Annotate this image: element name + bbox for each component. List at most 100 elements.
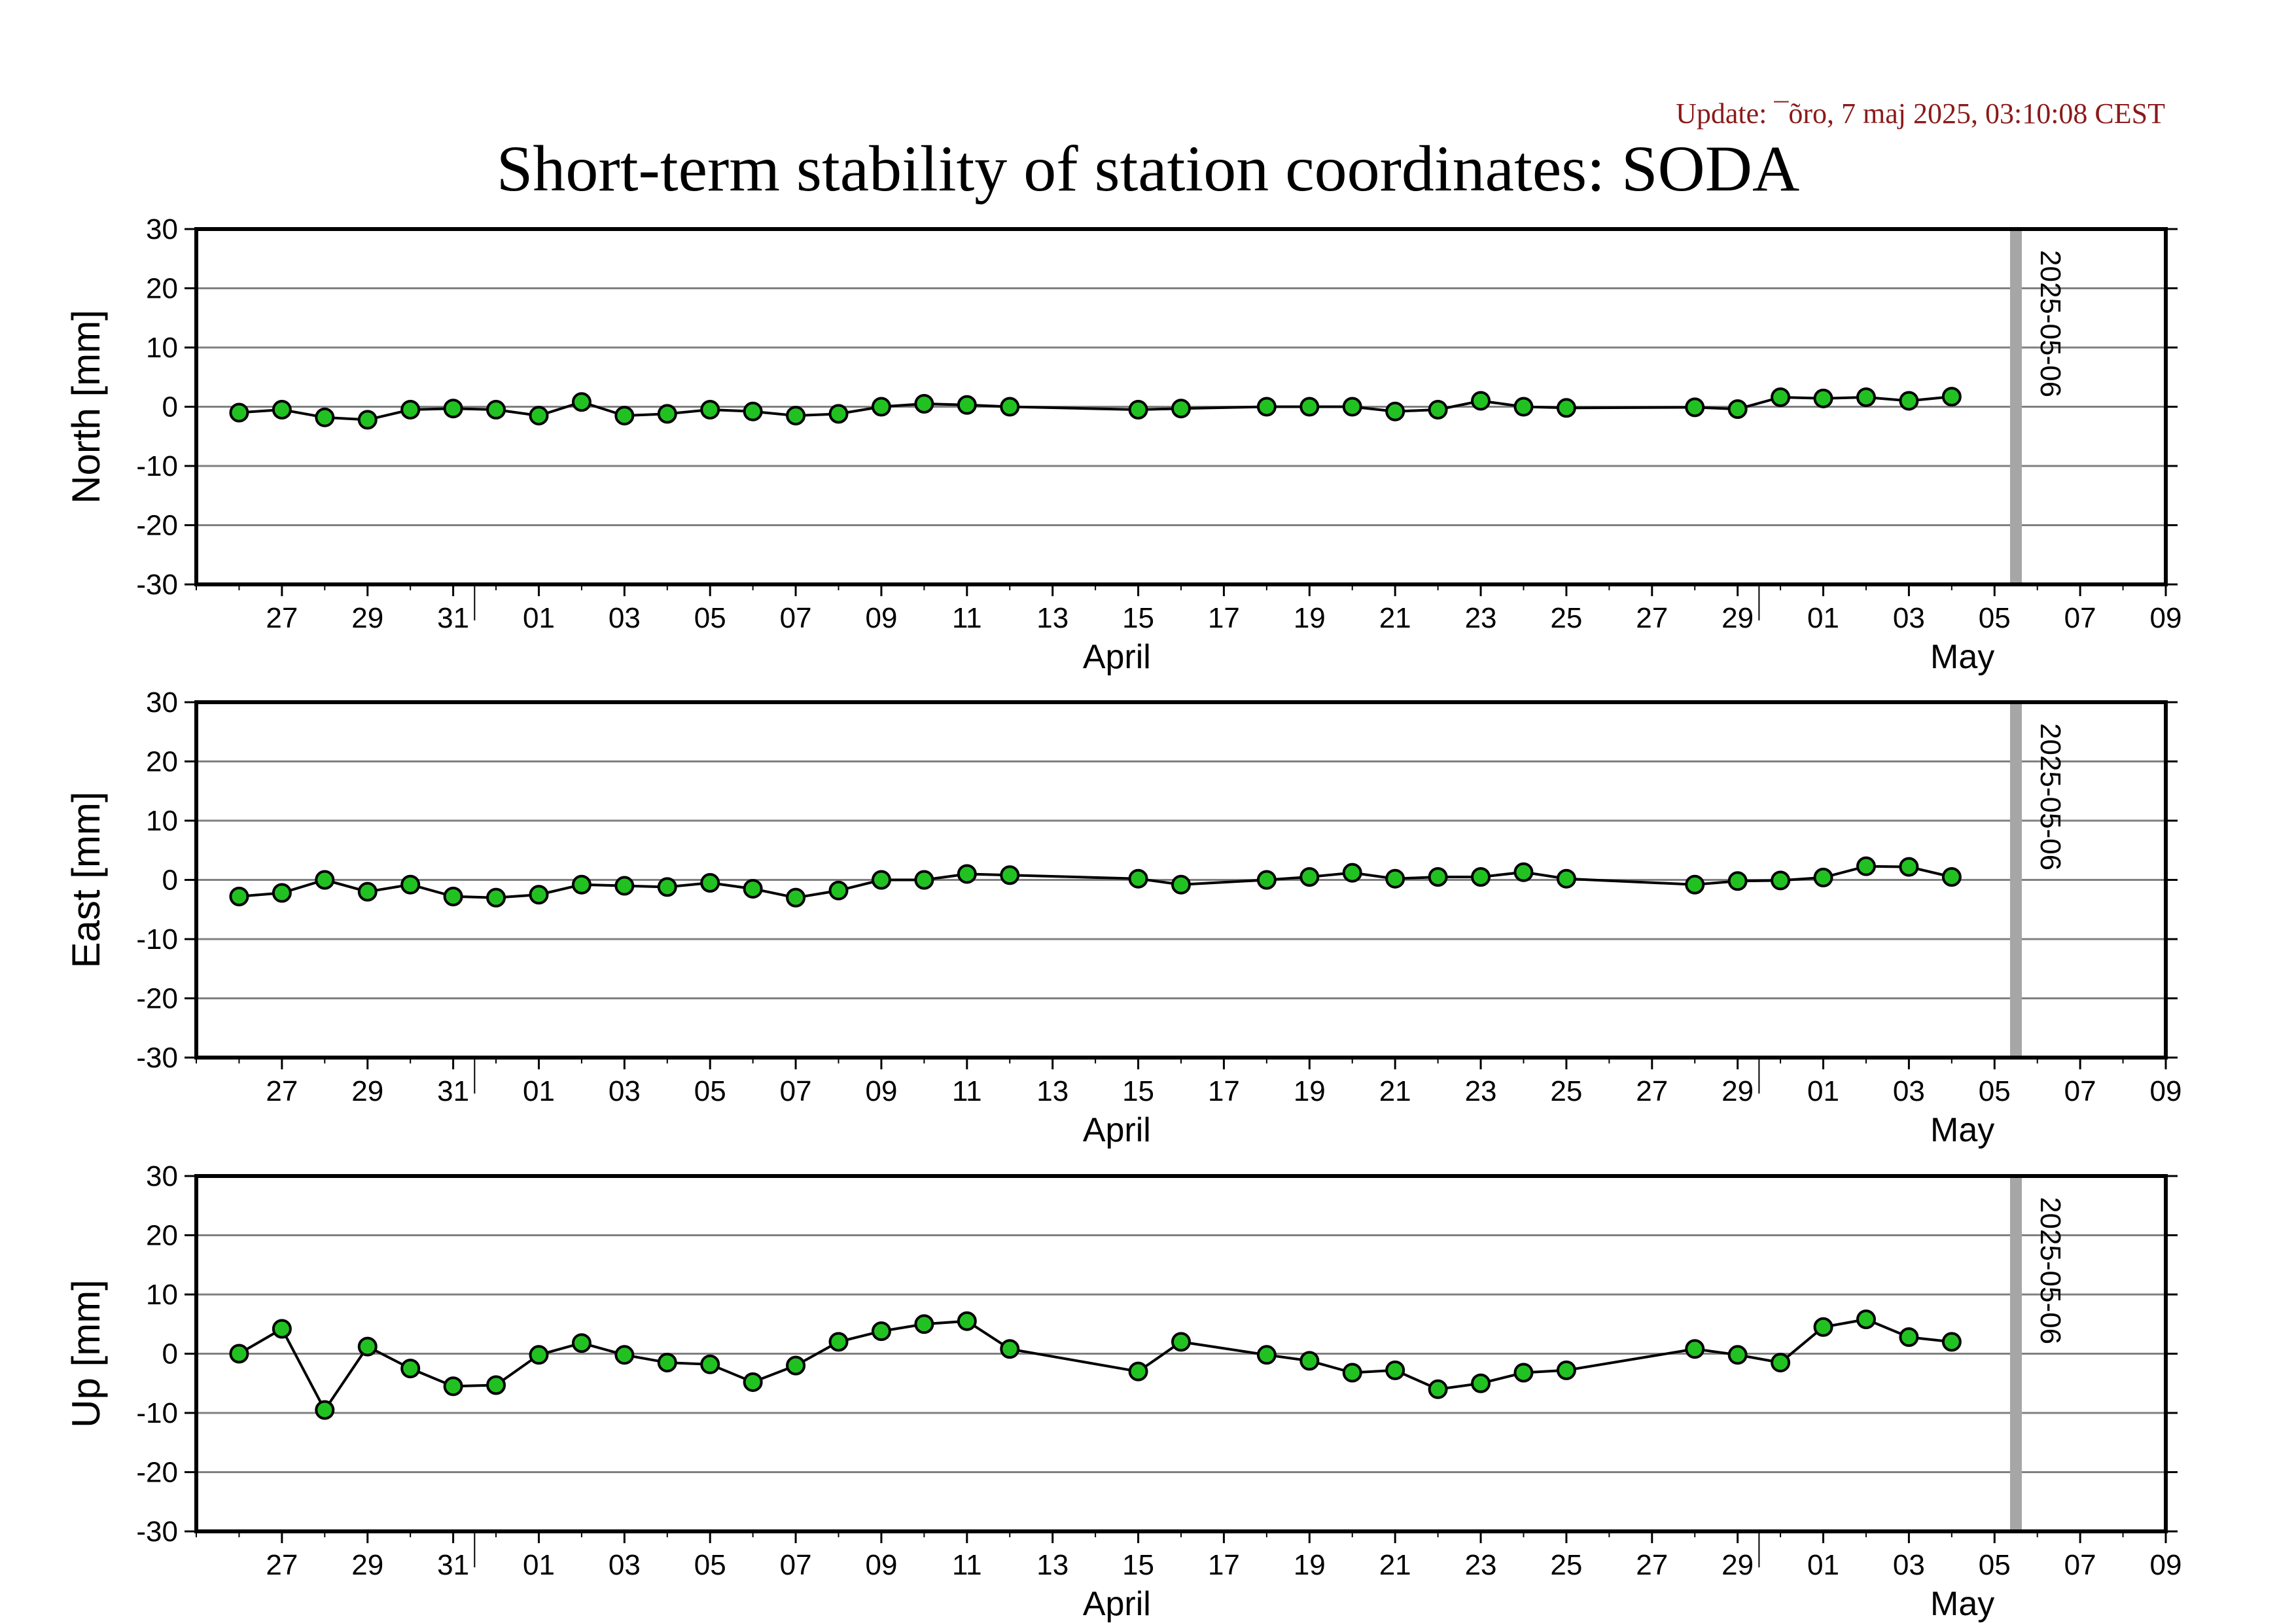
y-axis-label: North [mm]	[64, 310, 108, 504]
x-tick-label: 29	[1722, 1549, 1754, 1581]
data-point	[1128, 400, 1148, 420]
data-point	[828, 404, 849, 424]
data-point	[1428, 1379, 1448, 1399]
y-tick-label: -30	[136, 1042, 178, 1074]
data-point	[1128, 868, 1148, 889]
y-tick-label: 10	[146, 1279, 178, 1311]
data-point	[1171, 1332, 1191, 1352]
data-point	[1771, 1353, 1791, 1373]
data-point	[1000, 1339, 1020, 1359]
data-point	[1813, 867, 1833, 887]
data-point	[400, 874, 421, 895]
x-tick-label: 27	[266, 1075, 298, 1107]
x-tick-label: 07	[780, 602, 812, 634]
data-point	[1941, 1332, 1962, 1352]
x-tick-label: 17	[1208, 1075, 1240, 1107]
data-point	[1385, 868, 1405, 889]
x-tick-label: 11	[952, 602, 982, 634]
data-point	[1685, 1339, 1705, 1359]
data-point	[1000, 397, 1020, 417]
x-tick-label: 07	[780, 1549, 812, 1581]
panel-north: 2025-05-06 30 20 10 0 -10 -20 -30 North [mm] 27 29…	[64, 213, 2181, 676]
data-point	[315, 1400, 335, 1420]
data-point	[743, 1372, 763, 1392]
x-tick-label: 19	[1294, 1075, 1326, 1107]
data-point	[914, 393, 934, 414]
month-label-april: April	[1083, 1585, 1151, 1623]
data-point	[1128, 1361, 1148, 1382]
x-tick-label: 09	[865, 1549, 897, 1581]
x-tick-label: 11	[952, 1075, 982, 1107]
x-tick-label: 07	[2064, 602, 2096, 634]
marker-date-label: 2025-05-06	[2034, 1197, 2066, 1344]
data-point	[1727, 871, 1748, 891]
x-tick-label: 09	[2150, 602, 2182, 634]
data-point	[229, 1344, 249, 1364]
y-tick-label: 20	[146, 746, 178, 778]
data-point	[1471, 391, 1491, 411]
x-tick-label: 25	[1550, 1549, 1582, 1581]
data-point	[357, 882, 378, 902]
data-point	[1513, 397, 1534, 417]
data-point	[272, 400, 292, 420]
x-tick-label: 19	[1294, 602, 1326, 634]
y-axis-label: Up [mm]	[64, 1279, 108, 1428]
data-point	[700, 1354, 720, 1374]
x-tick-label: 09	[865, 1075, 897, 1107]
data-point	[1471, 866, 1491, 887]
data-point	[1556, 1360, 1576, 1380]
x-tick-label: 05	[1979, 602, 2011, 634]
y-tick-label: 0	[162, 865, 178, 897]
data-point	[1299, 397, 1320, 417]
x-tick-label: 29	[351, 1549, 383, 1581]
panel-up: 2025-05-06 30 20 10 0 -10 -20 -30 Up [mm] 27 29 31 0…	[64, 1160, 2181, 1623]
x-tick-label: 19	[1294, 1549, 1326, 1581]
y-tick-label: -10	[136, 923, 178, 955]
data-point	[828, 1332, 849, 1352]
data-point	[614, 406, 635, 426]
data-point	[657, 1353, 677, 1373]
y-tick-label: -20	[136, 1457, 178, 1489]
x-tick-label: 13	[1036, 1075, 1069, 1107]
data-point	[914, 1314, 934, 1334]
x-tick-label: 23	[1465, 1075, 1497, 1107]
x-tick-label: 01	[523, 602, 555, 634]
x-tick-label: 29	[351, 1075, 383, 1107]
data-point	[486, 1375, 506, 1395]
x-tick-label: 21	[1379, 1549, 1411, 1581]
x-tick-label: 03	[609, 1549, 641, 1581]
data-point	[871, 1321, 891, 1342]
data-point	[957, 395, 977, 415]
x-tick-label: 05	[694, 1075, 726, 1107]
data-point	[700, 400, 720, 420]
x-tick-label: 21	[1379, 602, 1411, 634]
x-tick-label: 07	[2064, 1549, 2096, 1581]
data-point	[571, 392, 592, 412]
update-timestamp: Update: ¯õro, 7 maj 2025, 03:10:08 CEST	[1676, 98, 2165, 130]
y-tick-label: 10	[146, 805, 178, 837]
x-tick-label: 09	[865, 602, 897, 634]
x-tick-label: 15	[1122, 602, 1154, 634]
data-point	[1727, 399, 1748, 419]
month-label-may: May	[1930, 638, 1994, 676]
y-axis-label: East [mm]	[64, 791, 108, 968]
data-point	[486, 400, 506, 420]
y-tick-label: -30	[136, 1516, 178, 1548]
data-point	[357, 1336, 378, 1357]
x-tick-label: 15	[1122, 1075, 1154, 1107]
x-tick-label: 25	[1550, 602, 1582, 634]
y-tick-label: 10	[146, 332, 178, 364]
data-point	[614, 876, 635, 896]
marker-date-label: 2025-05-06	[2034, 250, 2066, 397]
x-tick-label: 27	[1636, 602, 1668, 634]
data-point	[1727, 1345, 1748, 1365]
data-point	[1299, 1351, 1320, 1371]
x-tick-label: 05	[1979, 1549, 2011, 1581]
y-tick-label: -20	[136, 983, 178, 1015]
x-tick-label: 01	[523, 1549, 555, 1581]
y-tick-label: 0	[162, 1338, 178, 1370]
data-point	[1856, 1310, 1876, 1330]
data-point	[571, 874, 592, 895]
data-point	[657, 404, 677, 424]
